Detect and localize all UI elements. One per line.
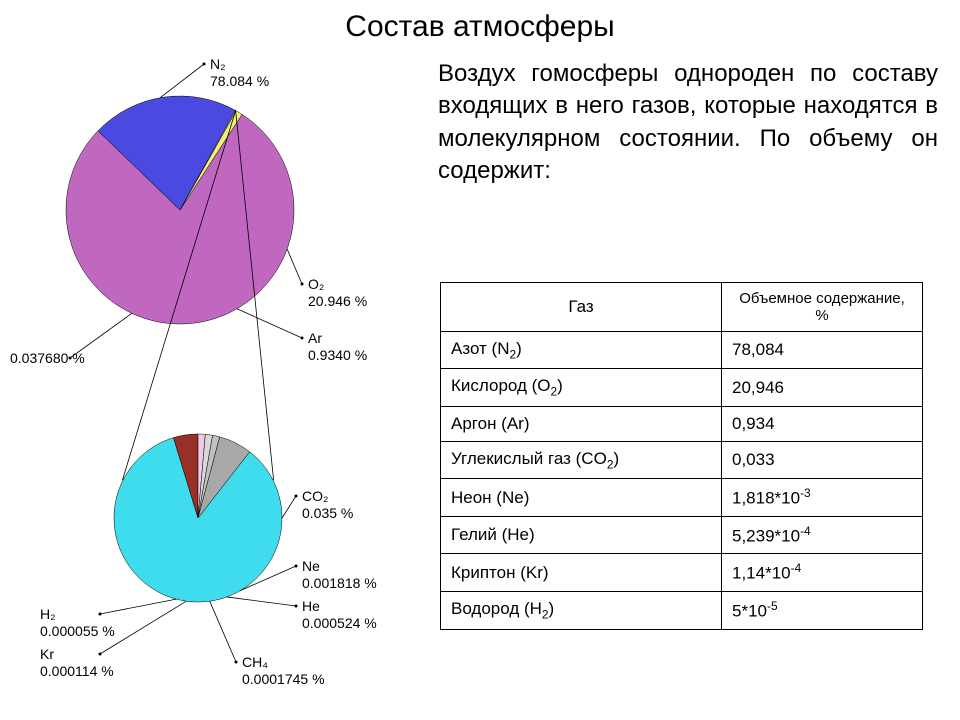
table-header-value: Объемное содержание, %	[722, 283, 923, 332]
chart-label: He 0.000524 %	[302, 598, 377, 632]
table-row: Водород (H2)5*10-5	[441, 592, 923, 630]
table-row: Азот (N2)78,084	[441, 332, 923, 369]
value-cell: 20,946	[722, 369, 923, 406]
chart-label: Ar 0.9340 %	[308, 330, 367, 364]
gas-cell: Углекислый газ (CO2)	[441, 441, 722, 478]
gas-cell: Азот (N2)	[441, 332, 722, 369]
value-cell: 0,934	[722, 406, 923, 441]
table-header-gas: Газ	[441, 283, 722, 332]
chart-area: N₂ 78.084 % O₂ 20.946 % Ar 0.9340 % 0.03768…	[10, 50, 430, 710]
page-title: Состав атмосферы	[0, 10, 960, 44]
value-cell: 1,818*10-3	[722, 479, 923, 517]
chart-label: N₂ 78.084 %	[210, 56, 269, 90]
gas-cell: Криптон (Kr)	[441, 554, 722, 592]
table-row: Аргон (Ar)0,934	[441, 406, 923, 441]
body-paragraph: Воздух гомосферы однороден по составу вх…	[438, 58, 938, 188]
value-cell: 5*10-5	[722, 592, 923, 630]
chart-label: H₂ 0.000055 %	[40, 606, 115, 640]
chart-label: Kr 0.000114 %	[40, 646, 114, 680]
gas-cell: Кислород (O2)	[441, 369, 722, 406]
table-row: Криптон (Kr)1,14*10-4	[441, 554, 923, 592]
value-cell: 1,14*10-4	[722, 554, 923, 592]
value-cell: 5,239*10-4	[722, 516, 923, 554]
gas-cell: Аргон (Ar)	[441, 406, 722, 441]
chart-label: O₂ 20.946 %	[308, 276, 367, 310]
value-cell: 78,084	[722, 332, 923, 369]
table-row: Углекислый газ (CO2)0,033	[441, 441, 923, 478]
chart-label: CH₄ 0.0001745 %	[242, 654, 325, 688]
gas-cell: Гелий (He)	[441, 516, 722, 554]
chart-label: 0.037680 %	[10, 350, 85, 367]
value-cell: 0,033	[722, 441, 923, 478]
chart-label: Ne 0.001818 %	[302, 558, 377, 592]
table-row: Гелий (He)5,239*10-4	[441, 516, 923, 554]
table-row: Неон (Ne)1,818*10-3	[441, 479, 923, 517]
chart-label: CO₂ 0.035 %	[302, 488, 353, 522]
table-row: Кислород (O2)20,946	[441, 369, 923, 406]
composition-table: Газ Объемное содержание, % Азот (N2)78,0…	[440, 282, 923, 630]
gas-cell: Неон (Ne)	[441, 479, 722, 517]
gas-cell: Водород (H2)	[441, 592, 722, 630]
